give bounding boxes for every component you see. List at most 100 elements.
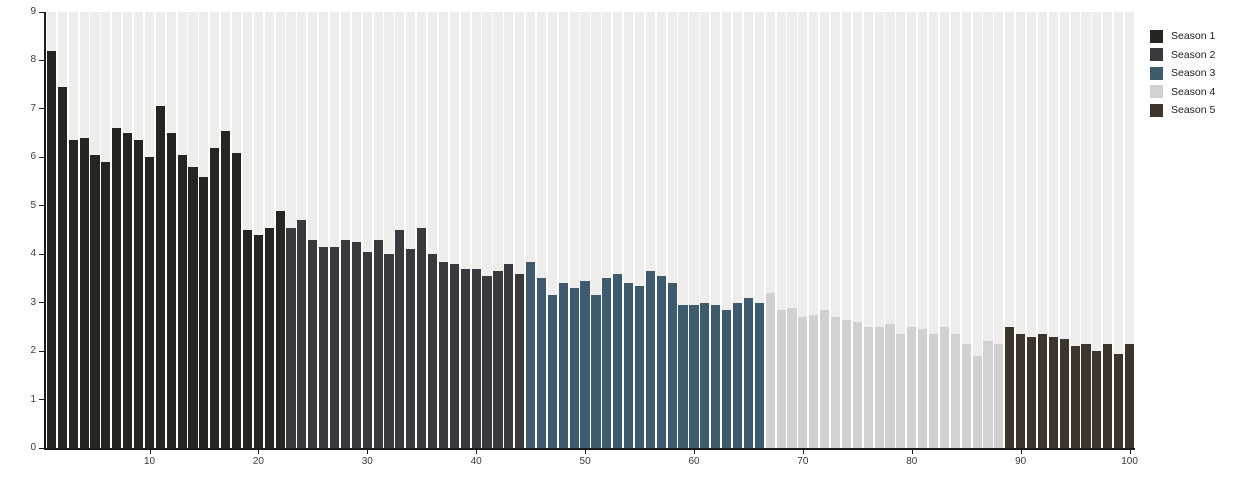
bar-background-stripe <box>1124 12 1135 448</box>
x-axis-tick <box>149 450 151 454</box>
episode-bar <box>787 307 797 448</box>
episode-bar <box>155 106 165 448</box>
episode-bar <box>1048 336 1058 448</box>
episode-bar <box>438 261 449 448</box>
episode-bar <box>972 355 982 448</box>
episode-bar <box>133 140 144 448</box>
bar-background-stripe <box>711 12 721 448</box>
legend-label: Season 4 <box>1171 85 1216 98</box>
episode-bar <box>689 305 699 448</box>
episode-bar <box>656 276 666 448</box>
x-axis-tick <box>585 450 587 454</box>
bar-background-stripe <box>536 12 547 448</box>
legend-item: Season 5 <box>1150 101 1215 120</box>
episode-bar <box>264 227 274 448</box>
episode-bar <box>874 326 884 448</box>
episode-bar <box>1026 336 1037 448</box>
bar-background-stripe <box>569 12 579 448</box>
episode-bar <box>645 271 655 448</box>
bar-background-stripe <box>907 12 917 448</box>
bar-background-stripe <box>613 12 623 448</box>
episode-bar <box>166 133 176 448</box>
bar-background-stripe <box>624 12 634 448</box>
bar-background-stripe <box>1016 12 1026 448</box>
episode-bar <box>1005 326 1015 448</box>
bar-background-stripe <box>961 12 971 448</box>
bar-background-stripe <box>438 12 449 448</box>
bar-background-stripe <box>830 12 841 448</box>
bar-background-stripe <box>689 12 699 448</box>
episode-bar <box>177 154 187 448</box>
y-axis-tick <box>39 156 44 158</box>
episode-bar <box>482 276 492 448</box>
episode-bar <box>199 176 209 448</box>
bar-background-stripe <box>1037 12 1047 448</box>
x-axis-tick <box>1129 450 1131 454</box>
episode-bar <box>242 230 253 448</box>
episode-bar <box>101 162 111 448</box>
episode-bar <box>112 128 122 448</box>
episode-bar <box>536 278 547 448</box>
bar-background-stripe <box>406 12 416 448</box>
x-axis-tick-label: 20 <box>252 456 264 467</box>
bar-background-stripe <box>471 12 481 448</box>
x-axis-tick <box>476 450 478 454</box>
bar-background-stripe <box>460 12 470 448</box>
y-axis-tick-label: 6 <box>30 151 36 163</box>
bar-background-stripe <box>1005 12 1015 448</box>
y-axis-tick <box>39 205 44 207</box>
bar-background-stripe <box>939 12 949 448</box>
bar-background-stripe <box>645 12 655 448</box>
legend-label: Season 3 <box>1171 67 1216 80</box>
episode-bar <box>297 220 307 448</box>
bar-background-stripe <box>1026 12 1037 448</box>
bar-background-stripe <box>700 12 710 448</box>
episode-bar <box>221 130 231 448</box>
bar-background-stripe <box>1092 12 1102 448</box>
bar-background-stripe <box>765 12 775 448</box>
bar-background-stripe <box>373 12 383 448</box>
episode-bar <box>1124 343 1135 448</box>
episode-bar <box>460 268 470 448</box>
episode-bar <box>1103 343 1113 448</box>
episode-bar <box>1114 353 1124 448</box>
x-axis-tick-label: 40 <box>470 456 482 467</box>
bar-background-stripe <box>428 12 438 448</box>
episode-bar <box>384 254 394 448</box>
plot-area <box>46 12 1135 448</box>
x-axis-tick <box>694 450 695 454</box>
episode-bar <box>79 137 89 448</box>
bar-background-stripe <box>319 12 329 448</box>
bar-background-stripe <box>896 12 906 448</box>
episode-bar <box>340 239 351 448</box>
legend: Season 1 Season 2 Season 3 Season 4 Season 5 <box>1150 27 1215 120</box>
y-axis-tick-label: 4 <box>30 248 36 260</box>
episode-bar <box>417 227 427 448</box>
episode-bar <box>809 314 819 448</box>
bar-background-stripe <box>656 12 666 448</box>
episode-bar <box>46 50 56 448</box>
episode-bar <box>428 254 438 448</box>
episode-bar <box>852 322 862 448</box>
episode-bar <box>580 280 590 448</box>
bar-background-stripe <box>547 12 557 448</box>
x-axis-tick <box>802 450 804 454</box>
bar-background-stripe <box>852 12 862 448</box>
bar-background-stripe <box>885 12 895 448</box>
y-axis-tick <box>39 350 44 352</box>
episode-bar <box>602 278 612 448</box>
bar-background-stripe <box>591 12 601 448</box>
x-axis-tick <box>258 450 260 454</box>
bar-background-stripe <box>928 12 939 448</box>
legend-label: Season 2 <box>1171 48 1216 61</box>
episode-bar <box>558 283 568 448</box>
episode-bar <box>275 210 285 448</box>
bar-background-stripe <box>362 12 372 448</box>
bar-background-stripe <box>950 12 960 448</box>
episode-bar <box>1092 351 1102 448</box>
legend-swatch-icon <box>1150 29 1163 43</box>
bar-background-stripe <box>634 12 645 448</box>
bar-background-stripe <box>841 12 851 448</box>
episode-bar <box>90 154 100 448</box>
legend-item: Season 4 <box>1150 83 1215 102</box>
